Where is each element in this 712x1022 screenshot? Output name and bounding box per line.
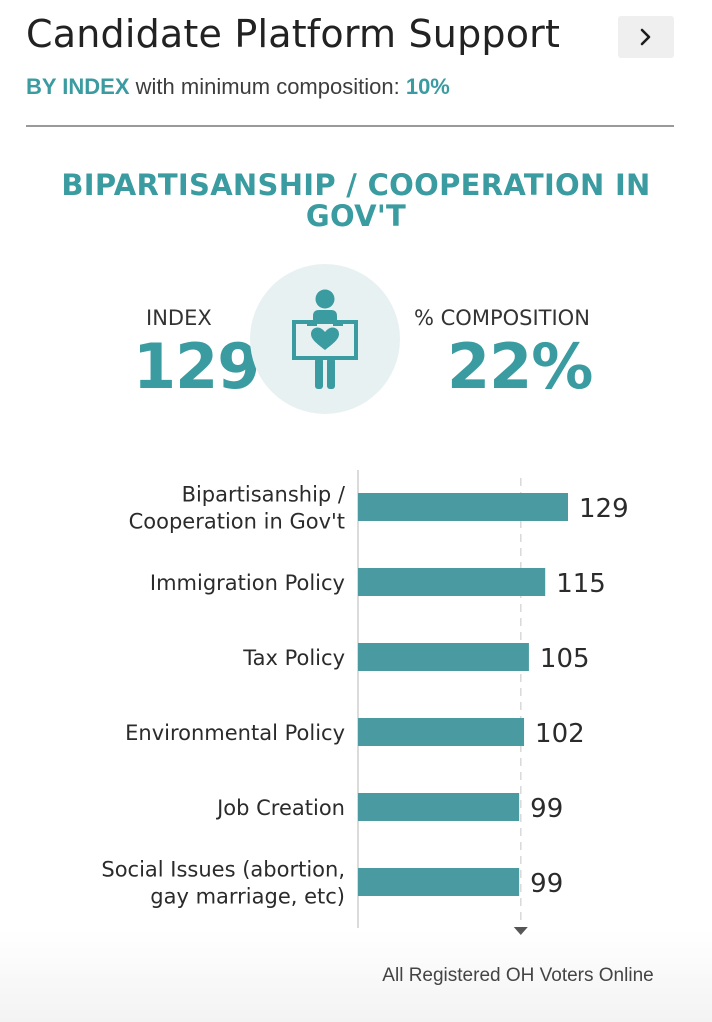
page-title: Candidate Platform Support xyxy=(26,12,561,56)
bar-chart: 129 Bipartisanship / Cooperation in Gov't 1… xyxy=(101,470,629,940)
category-label: gay marriage, etc) xyxy=(150,885,345,909)
subtitle: BY INDEX with minimum composition: 10% xyxy=(26,74,450,100)
bar-value-label: 102 xyxy=(535,719,585,749)
divider xyxy=(26,125,674,127)
bar-value-label: 129 xyxy=(579,494,629,524)
bar xyxy=(358,793,520,821)
by-index-label: BY INDEX xyxy=(26,74,130,99)
chevron-right-icon xyxy=(640,28,651,46)
min-composition-value: 10% xyxy=(405,74,450,99)
category-label: Social Issues (abortion, xyxy=(101,858,345,882)
footer-fade xyxy=(0,930,712,1022)
bar xyxy=(358,868,520,896)
bar-value-label: 99 xyxy=(530,794,563,824)
bar-value-label: 105 xyxy=(540,644,590,674)
category-label: Environmental Policy xyxy=(125,721,345,745)
composition-label: % COMPOSITION xyxy=(414,306,590,330)
x-axis-label: All Registered OH Voters Online xyxy=(382,965,654,986)
person-holding-heart-sign-icon xyxy=(292,289,358,389)
bar xyxy=(358,568,546,596)
bar xyxy=(358,493,568,521)
bar-value-label: 115 xyxy=(556,569,606,599)
category-label: Bipartisanship / xyxy=(182,483,346,507)
bar xyxy=(358,643,529,671)
category-label: Cooperation in Gov't xyxy=(129,510,345,534)
index-value: 129 xyxy=(133,330,260,403)
category-label: Immigration Policy xyxy=(150,571,345,595)
composition-value: 22% xyxy=(447,330,593,403)
icon-circle xyxy=(250,264,400,414)
section-title: BIPARTISANSHIP / COOPERATION IN GOV'T xyxy=(61,168,651,233)
category-label: Tax Policy xyxy=(242,646,345,670)
category-label: Job Creation xyxy=(215,796,345,820)
subtitle-text: with minimum composition: xyxy=(129,74,406,99)
index-label: INDEX xyxy=(146,306,212,330)
next-button[interactable] xyxy=(618,16,674,58)
bar xyxy=(358,718,525,746)
bar-value-label: 99 xyxy=(530,869,563,899)
